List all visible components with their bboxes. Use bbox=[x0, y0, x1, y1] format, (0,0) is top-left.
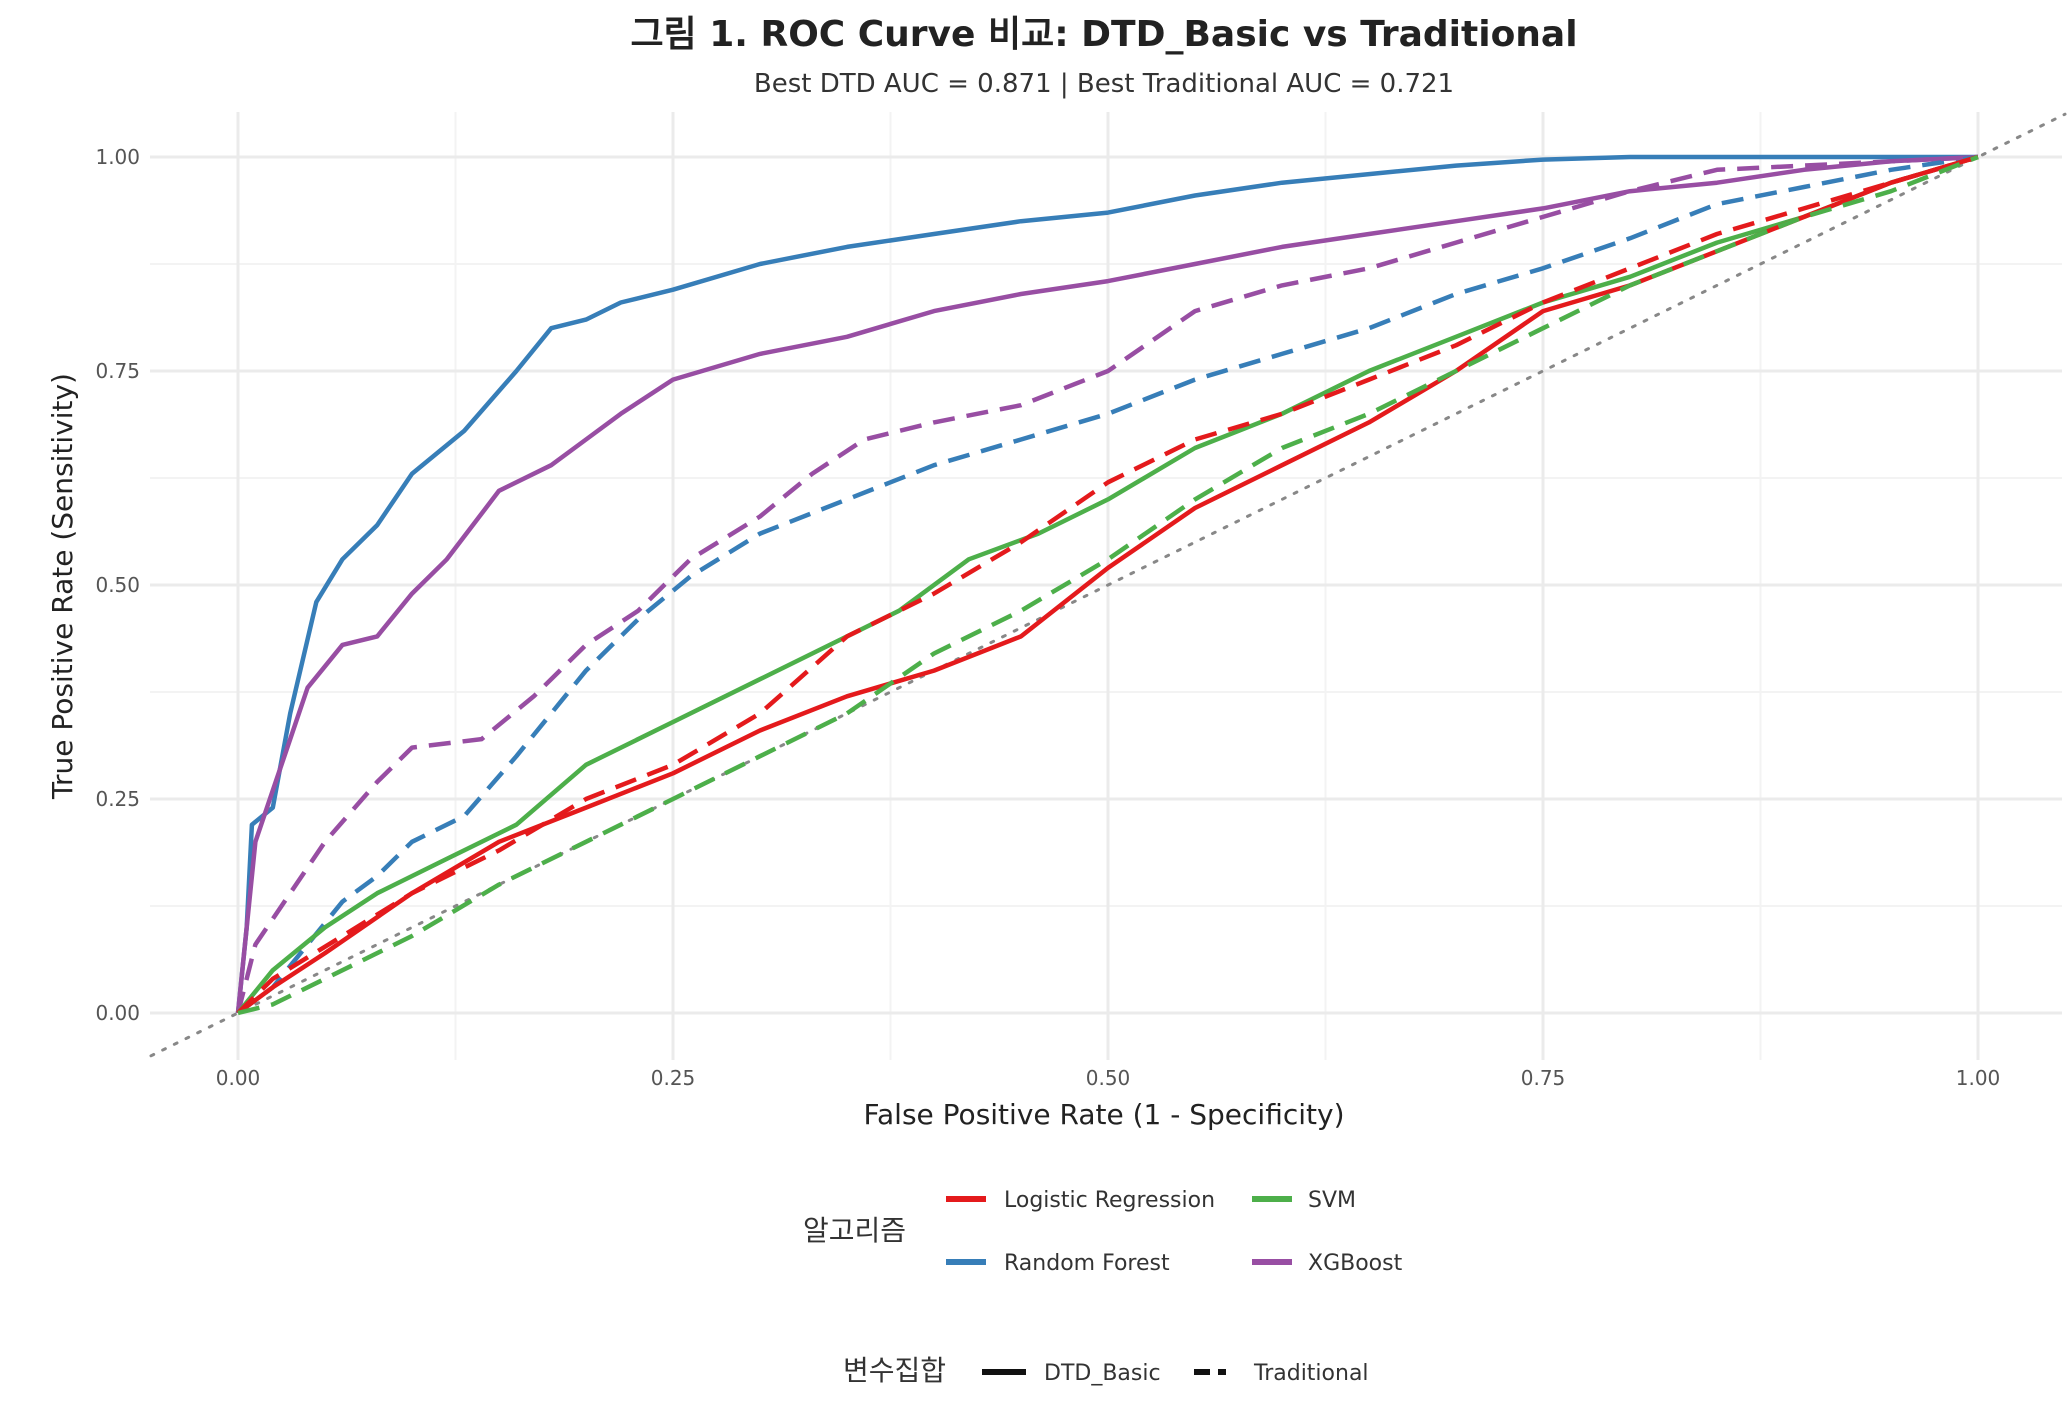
legend-linetype-title: 변수집합 bbox=[843, 1354, 946, 1387]
x-axis-label: False Positive Rate (1 - Specificity) bbox=[863, 1098, 1344, 1131]
y-axis-label: True Positive Rate (Sensitivity) bbox=[46, 373, 79, 800]
y-tick-label: 0.00 bbox=[95, 1001, 140, 1025]
series-line-logistic-regression-traditional bbox=[236, 154, 1979, 1015]
series-layer bbox=[235, 154, 1979, 1016]
legend-color-title: 알고리즘 bbox=[803, 1214, 906, 1247]
chart-title: 그림 1. ROC Curve 비교: DTD_Basic vs Traditi… bbox=[630, 14, 1577, 55]
legend-label-svm: SVM bbox=[1308, 1188, 1356, 1213]
series-line-logistic-regression-dtd-basic bbox=[236, 154, 1979, 1015]
y-axis-ticks: 0.00 0.25 0.50 0.75 1.00 bbox=[95, 145, 140, 1025]
chart-subtitle: Best DTD AUC = 0.871 | Best Traditional … bbox=[754, 69, 1454, 99]
y-tick-label: 0.25 bbox=[95, 787, 140, 811]
diagonal-line bbox=[149, 112, 2067, 1058]
y-tick-label: 1.00 bbox=[95, 145, 140, 169]
x-axis-ticks: 0.00 0.25 0.50 0.75 1.00 bbox=[216, 1066, 2001, 1090]
reference-diagonal bbox=[149, 112, 2067, 1058]
series-line-xgboost-traditional bbox=[235, 154, 1979, 1014]
x-tick-label: 1.00 bbox=[1956, 1066, 2001, 1090]
legend-linetype: 변수집합 DTD_Basic Traditional bbox=[843, 1354, 1369, 1387]
x-tick-label: 0.75 bbox=[1521, 1066, 1566, 1090]
series-line-xgboost-dtd-basic bbox=[235, 154, 1979, 1014]
legend-label-logistic-regression: Logistic Regression bbox=[1004, 1188, 1215, 1213]
series-line-random-forest-dtd-basic bbox=[235, 154, 1978, 1014]
y-tick-label: 0.50 bbox=[95, 573, 140, 597]
legend-label-xgboost: XGBoost bbox=[1308, 1251, 1403, 1276]
x-tick-label: 0.00 bbox=[216, 1066, 261, 1090]
y-tick-label: 0.75 bbox=[95, 359, 140, 383]
legend-label-random-forest: Random Forest bbox=[1004, 1251, 1170, 1276]
legend-label-dtd-basic: DTD_Basic bbox=[1044, 1361, 1161, 1386]
x-tick-label: 0.25 bbox=[651, 1066, 696, 1090]
x-tick-label: 0.50 bbox=[1086, 1066, 1131, 1090]
series-line-svm-traditional bbox=[237, 154, 1979, 1016]
legend-label-traditional: Traditional bbox=[1253, 1361, 1369, 1386]
series-line-random-forest-traditional bbox=[236, 154, 1979, 1015]
legend-color: 알고리즘 Logistic Regression SVM Random Fore… bbox=[803, 1188, 1403, 1276]
series-line-svm-dtd-basic bbox=[236, 154, 1979, 1015]
